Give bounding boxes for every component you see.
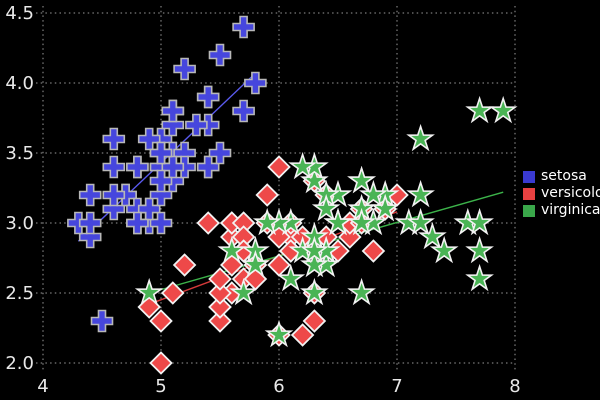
marker-setosa	[244, 71, 267, 95]
marker-virginica	[406, 179, 435, 208]
x-tick-label: 4	[37, 376, 48, 397]
marker-virginica	[311, 193, 341, 222]
marker-virginica	[465, 207, 494, 236]
marker-virginica	[347, 207, 376, 236]
y-tick-label: 3.5	[5, 143, 34, 164]
marker-virginica	[288, 151, 317, 180]
marker-setosa	[161, 155, 185, 179]
marker-versicolor	[172, 253, 197, 277]
legend-item-versicolor: versicolor	[523, 185, 600, 201]
marker-virginica	[488, 95, 518, 124]
marker-setosa	[126, 155, 149, 179]
marker-versicolor	[149, 351, 173, 375]
marker-virginica	[347, 277, 376, 306]
marker-virginica	[252, 207, 282, 236]
x-tick-label: 7	[391, 376, 402, 397]
marker-setosa	[196, 85, 220, 109]
marker-setosa	[90, 309, 114, 333]
marker-virginica	[241, 249, 270, 278]
marker-virginica	[406, 123, 435, 152]
marker-virginica	[300, 235, 329, 264]
marker-virginica	[406, 207, 435, 236]
marker-virginica	[300, 165, 329, 194]
marker-versicolor	[208, 281, 232, 305]
legend-label-virginica: virginica	[541, 202, 600, 218]
marker-versicolor	[208, 309, 232, 333]
marker-versicolor	[361, 239, 386, 263]
legend-swatch-versicolor	[523, 187, 535, 200]
marker-versicolor	[161, 281, 185, 305]
marker-setosa	[173, 57, 196, 81]
x-tick-label: 5	[155, 376, 166, 397]
marker-setosa	[78, 183, 102, 207]
marker-versicolor	[255, 183, 279, 207]
marker-setosa	[149, 141, 173, 165]
marker-virginica	[465, 95, 494, 124]
marker-versicolor	[149, 309, 173, 333]
marker-setosa	[137, 197, 161, 221]
marker-virginica	[276, 263, 306, 292]
marker-virginica	[264, 319, 294, 348]
marker-versicolor	[208, 267, 232, 291]
marker-virginica	[465, 263, 494, 292]
marker-setosa	[149, 211, 173, 235]
marker-virginica	[217, 235, 247, 264]
y-tick-label: 4.0	[5, 73, 34, 94]
marker-virginica	[418, 221, 447, 250]
legend-swatch-setosa	[523, 170, 535, 183]
marker-virginica	[229, 277, 258, 306]
marker-setosa	[102, 183, 126, 207]
marker-versicolor	[196, 211, 220, 235]
marker-setosa	[185, 113, 208, 137]
y-tick-label: 2.0	[5, 353, 34, 374]
marker-versicolor	[302, 309, 327, 333]
marker-setosa	[137, 127, 161, 151]
marker-virginica	[359, 179, 388, 208]
marker-setosa	[196, 155, 220, 179]
legend-item-virginica: virginica	[523, 202, 600, 218]
legend-swatch-virginica	[523, 204, 535, 217]
marker-setosa	[208, 43, 232, 67]
marker-setosa	[161, 99, 185, 123]
x-tick-label: 6	[273, 376, 284, 397]
marker-setosa	[102, 155, 126, 179]
legend-label-setosa: setosa	[541, 168, 587, 184]
legend-label-versicolor: versicolor	[541, 185, 600, 201]
x-tick-label: 8	[509, 376, 520, 397]
y-tick-label: 3.0	[5, 213, 34, 234]
marker-virginica	[429, 235, 459, 264]
legend: setosa versicolor virginica	[523, 168, 600, 218]
marker-virginica	[465, 235, 494, 264]
marker-versicolor	[243, 267, 268, 291]
marker-setosa	[208, 141, 232, 165]
marker-setosa	[78, 211, 102, 235]
marker-setosa	[232, 99, 255, 123]
marker-setosa	[232, 15, 255, 39]
marker-virginica	[323, 207, 353, 236]
y-tick-label: 2.5	[5, 283, 34, 304]
marker-setosa	[126, 211, 149, 235]
marker-virginica	[300, 249, 329, 278]
marker-virginica	[347, 165, 376, 194]
marker-setosa	[102, 127, 126, 151]
marker-setosa	[149, 169, 173, 193]
marker-virginica	[370, 193, 400, 222]
marker-versicolor	[290, 323, 315, 347]
y-tick-label: 4.5	[5, 3, 34, 24]
marker-virginica	[300, 277, 329, 306]
legend-item-setosa: setosa	[523, 168, 600, 184]
marker-versicolor	[208, 295, 232, 319]
marker-virginica	[134, 277, 164, 306]
marker-versicolor	[267, 155, 291, 179]
